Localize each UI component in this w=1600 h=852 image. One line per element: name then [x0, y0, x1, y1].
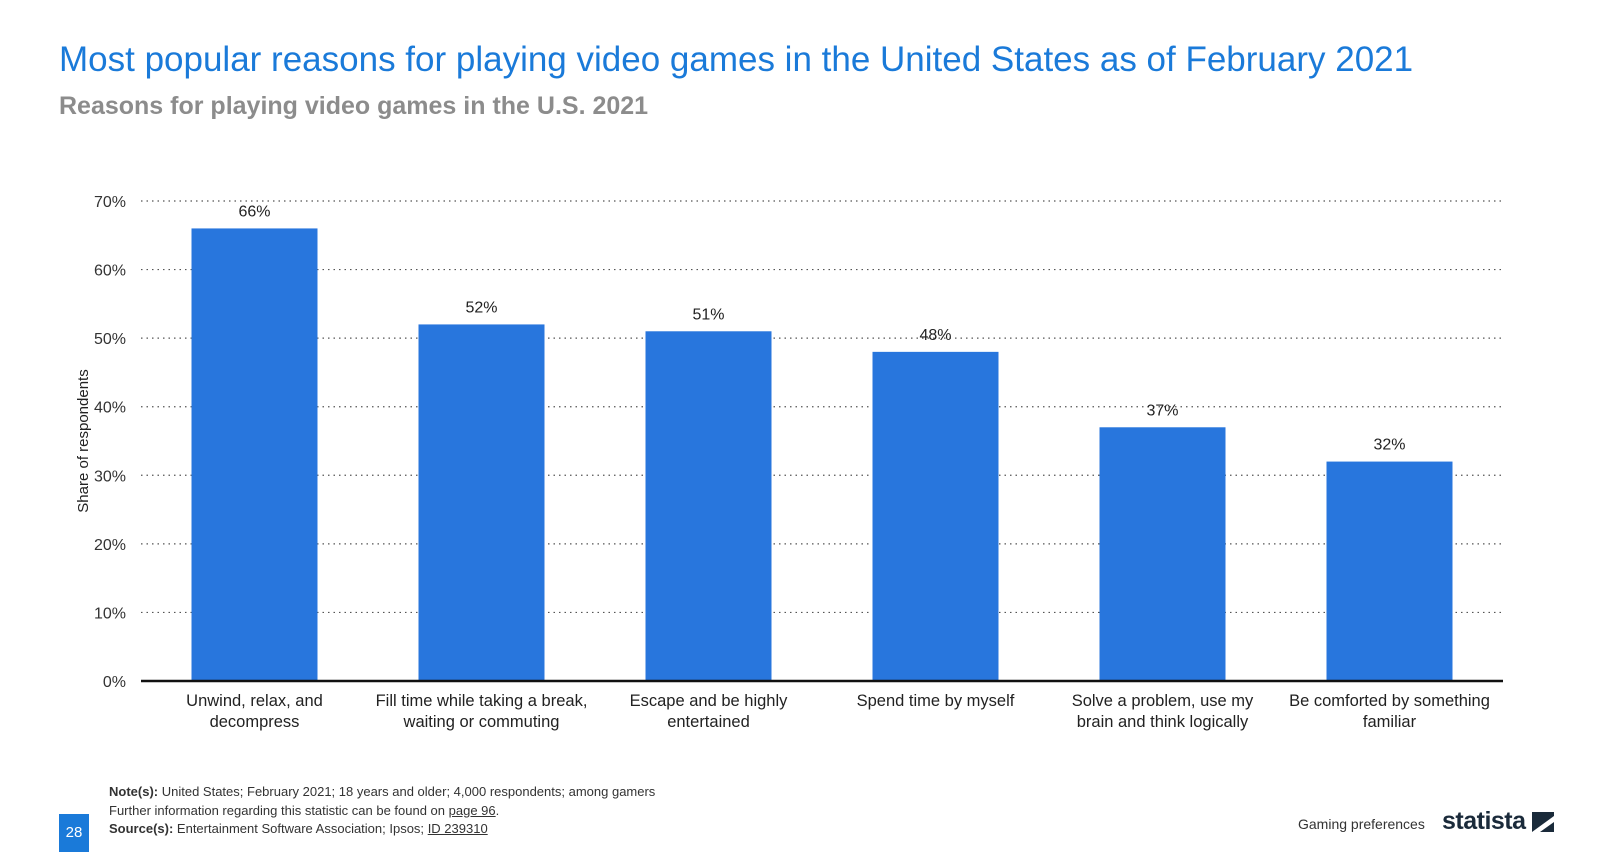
- source-id-link[interactable]: ID 239310: [427, 821, 488, 836]
- y-tick-label: 10%: [94, 605, 126, 622]
- note-label: Note(s):: [109, 784, 159, 799]
- bar: [1326, 461, 1453, 681]
- x-tick-label-line: familiar: [1363, 713, 1417, 731]
- x-tick-label-line: entertained: [667, 713, 750, 731]
- statista-logo-icon: [1531, 811, 1554, 832]
- x-tick-label-line: Fill time while taking a break,: [376, 692, 588, 710]
- bar-chart: 0% 10% 20% 30% 40% 50% 60% 70% 66% Unwind, relax,…: [75, 194, 1503, 731]
- y-axis-label: Share of respondents: [75, 369, 92, 512]
- y-tick-label: 20%: [94, 537, 126, 554]
- bar: [1099, 427, 1226, 681]
- y-tick-label: 70%: [94, 194, 126, 211]
- note-text: United States; February 2021; 18 years a…: [161, 784, 656, 799]
- further-info-link[interactable]: page 96: [448, 802, 496, 818]
- labels: 0% 10% 20% 30% 40% 50% 60% 70% 66% Unwind, relax,…: [75, 194, 1490, 731]
- x-tick-label-line: Escape and be highly: [630, 692, 789, 710]
- x-tick-label: Unwind, relax, and decompress: [186, 692, 323, 731]
- y-tick-label: 60%: [94, 263, 126, 280]
- chart-title: Most popular reasons for playing video g…: [59, 40, 1414, 79]
- y-tick-label: 50%: [94, 331, 126, 348]
- bar: [645, 331, 772, 681]
- further-info-line: Further information regarding this stati…: [109, 802, 655, 821]
- chart-subtitle: Reasons for playing video games in the U…: [59, 92, 649, 120]
- y-tick-label: 40%: [94, 400, 126, 417]
- x-tick-label-line: waiting or commuting: [403, 713, 560, 731]
- x-tick-label-line: decompress: [210, 713, 300, 731]
- source-line: Source(s): Entertainment Software Associ…: [109, 820, 655, 839]
- x-tick-label: Fill time while taking a break, waiting o…: [376, 692, 588, 731]
- brand-wordmark: statista: [1442, 807, 1526, 835]
- bar: [418, 324, 545, 681]
- x-tick-label-line: Be comforted by something: [1289, 692, 1490, 710]
- page-number-badge: 28: [59, 814, 89, 852]
- gridlines: [141, 200, 1503, 614]
- further-info-text: Further information regarding this stati…: [109, 802, 446, 818]
- x-tick-label: Escape and be highly entertained: [630, 692, 789, 731]
- y-tick-label: 0%: [103, 674, 126, 691]
- statista-logo: statista: [1442, 807, 1554, 836]
- source-text: Entertainment Software Association; Ipso…: [176, 821, 425, 836]
- bars: [191, 228, 1453, 681]
- x-tick-label-line: Solve a problem, use my: [1072, 692, 1254, 710]
- further-info-end: .: [495, 802, 500, 818]
- y-tick-label: 30%: [94, 468, 126, 485]
- data-label: 48%: [919, 327, 951, 344]
- x-tick-label: Spend time by myself: [857, 692, 1015, 710]
- bar: [872, 351, 999, 681]
- data-label: 52%: [465, 299, 497, 316]
- x-tick-label: Be comforted by something familiar: [1289, 692, 1490, 731]
- data-label: 32%: [1373, 437, 1405, 454]
- data-label: 51%: [692, 306, 724, 323]
- footer-category: Gaming preferences: [1298, 816, 1425, 832]
- x-tick-label-line: Unwind, relax, and: [186, 692, 323, 710]
- note-line: Note(s): United States; February 2021; 1…: [109, 783, 655, 802]
- data-label: 37%: [1146, 402, 1178, 419]
- source-label: Source(s):: [109, 821, 174, 836]
- bar: [191, 228, 318, 681]
- data-label: 66%: [238, 203, 270, 220]
- x-tick-label: Solve a problem, use my brain and think l…: [1072, 692, 1254, 731]
- x-tick-label-line: Spend time by myself: [857, 692, 1015, 710]
- notes-block: Note(s): United States; February 2021; 1…: [109, 783, 655, 839]
- x-tick-label-line: brain and think logically: [1077, 713, 1249, 731]
